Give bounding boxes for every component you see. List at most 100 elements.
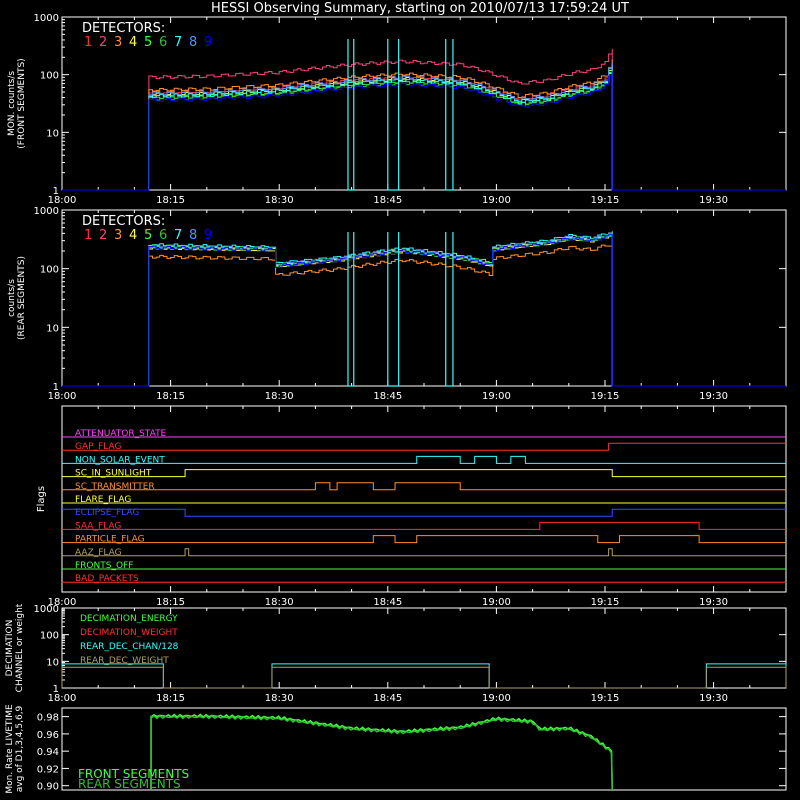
- rear-panel-legend-entry: 5: [144, 228, 152, 243]
- x-tick-label: 18:00: [48, 195, 77, 206]
- x-tick-label: 18:00: [48, 693, 77, 704]
- x-tick-label: 19:00: [482, 391, 511, 402]
- rear-panel-dropout: [347, 232, 355, 387]
- flag-label: NON_SOLAR_EVENT: [75, 455, 165, 465]
- livetime-legend-entry: FRONT SEGMENTS: [78, 767, 189, 781]
- rear-panel-detector-series: [62, 233, 786, 387]
- rear-panel-frame: [61, 209, 787, 387]
- flag-label: FLARE_FLAG: [75, 495, 131, 505]
- rear-panel-detector-series: [62, 232, 786, 387]
- y-tick-label: 0.94: [37, 747, 59, 758]
- y-tick-label: 0.92: [37, 764, 59, 775]
- flag-trace: [62, 442, 786, 451]
- flag-label: FRONTS_OFF: [75, 561, 133, 571]
- front-panel-dropout: [445, 39, 454, 191]
- y-tick-label: 0.98: [37, 713, 59, 724]
- y-tick-label: 1000: [34, 206, 59, 217]
- y-tick-label: 0.96: [37, 730, 59, 741]
- y-tick-label: 100: [40, 71, 59, 82]
- x-tick-label: 18:15: [156, 195, 185, 206]
- rear-panel-legend-entry: 4: [129, 228, 137, 243]
- x-tick-label: 19:15: [591, 391, 620, 402]
- front-panel-detector-series: [62, 59, 786, 191]
- x-tick-label: 19:15: [591, 597, 620, 608]
- x-tick-label: 19:30: [699, 391, 728, 402]
- x-tick-label: 18:00: [48, 391, 77, 402]
- y-tick-label: 10: [46, 128, 59, 139]
- x-tick-label: 19:30: [699, 693, 728, 704]
- rear-panel-legend-entry: 9: [204, 228, 212, 243]
- chart-title: HESSI Observing Summary, starting on 201…: [211, 1, 629, 16]
- livetime-frame: [61, 707, 787, 791]
- x-tick-label: 18:15: [156, 391, 185, 402]
- x-tick-label: 19:30: [699, 195, 728, 206]
- x-tick-label: 18:45: [373, 693, 402, 704]
- y-tick-label: 1: [53, 684, 59, 695]
- y-tick-label: 1: [53, 186, 59, 197]
- front-panel-legend-entry: 5: [144, 35, 152, 50]
- front-panel-dropout: [347, 39, 355, 191]
- front-panel-legend-entry: 2: [99, 35, 107, 50]
- front-panel-legend-entry: 1: [84, 35, 92, 50]
- decimation-legend-entry: DECIMATION_ENERGY: [80, 614, 178, 624]
- x-tick-label: 18:45: [373, 391, 402, 402]
- x-tick-label: 18:45: [373, 597, 402, 608]
- x-tick-label: 19:15: [591, 195, 620, 206]
- x-tick-label: 18:30: [265, 391, 294, 402]
- front-panel-legend-entry: 6: [159, 35, 167, 50]
- decimation-legend-entry: REAR_DEC_WEIGHT: [80, 656, 169, 666]
- flag-trace: [62, 482, 786, 491]
- front-panel-ylabel: MON. counts/s: [7, 71, 17, 136]
- flag-trace: [62, 548, 786, 557]
- livetime-series: [150, 713, 613, 791]
- y-tick-label: 1000: [34, 13, 59, 24]
- decimation-ylabel: DECIMATION: [5, 620, 15, 677]
- front-panel-legend-entry: 4: [129, 35, 137, 50]
- x-tick-label: 18:30: [265, 693, 294, 704]
- x-tick-label: 18:00: [48, 597, 77, 608]
- front-panel-detector-series: [62, 48, 786, 191]
- front-panel-legend-title: DETECTORS:: [82, 21, 165, 36]
- flag-label: SC_TRANSMITTER: [75, 482, 155, 492]
- flag-trace: [62, 469, 786, 478]
- livetime-ylabel: avg of D1,3,4,5,6,9: [15, 705, 25, 792]
- decimation-legend-entry: DECIMATION_WEIGHT: [80, 628, 178, 638]
- x-tick-label: 19:00: [482, 195, 511, 206]
- front-panel-detector-series: [62, 71, 786, 191]
- rear-panel-legend-title: DETECTORS:: [82, 214, 165, 229]
- rear-panel-detector-series: [62, 232, 786, 387]
- y-tick-label: 1000: [34, 604, 59, 615]
- rear-panel-legend-entry: 1: [84, 228, 92, 243]
- x-tick-label: 18:15: [156, 693, 185, 704]
- front-panel-ylabel: (FRONT SEGMENTS): [17, 58, 27, 148]
- front-panel-legend-entry: 9: [204, 35, 212, 50]
- rear-panel-detector-series: [62, 232, 786, 387]
- x-tick-label: 19:30: [699, 597, 728, 608]
- x-tick-label: 19:15: [591, 693, 620, 704]
- flags-frame: [61, 405, 787, 593]
- flag-label: BAD_PACKETS: [75, 574, 139, 584]
- flag-label: ATTENUATOR_STATE: [75, 429, 167, 439]
- rear-panel-detector-series: [62, 231, 786, 387]
- livetime-series: [150, 714, 613, 791]
- flags-ylabel: Flags: [36, 486, 47, 512]
- rear-panel-dropout: [387, 232, 400, 387]
- y-tick-label: 100: [40, 265, 59, 276]
- rear-dec-weight-trace: [61, 666, 787, 689]
- rear-panel-ylabel: (REAR SEGMENTS): [17, 256, 27, 340]
- x-tick-label: 18:45: [373, 195, 402, 206]
- flag-trace: [62, 535, 786, 544]
- rear-panel-legend-entry: 6: [159, 228, 167, 243]
- decimation-legend-entry: REAR_DEC_CHAN/128: [80, 642, 179, 652]
- livetime-legend-entry: REAR SEGMENTS: [78, 777, 181, 791]
- y-tick-label: 1: [53, 382, 59, 393]
- livetime-ylabel: Mon. Rate LIVETIME: [5, 704, 15, 794]
- flag-label: SAA_FLAG: [75, 521, 121, 531]
- flag-label: PARTICLE_FLAG: [75, 535, 145, 545]
- front-panel-legend-entry: 3: [114, 35, 122, 50]
- rear-panel-dropout: [445, 232, 454, 387]
- front-panel-detector-series: [62, 62, 786, 191]
- front-panel-detector-series: [62, 69, 786, 191]
- y-tick-label: 0.90: [37, 782, 59, 793]
